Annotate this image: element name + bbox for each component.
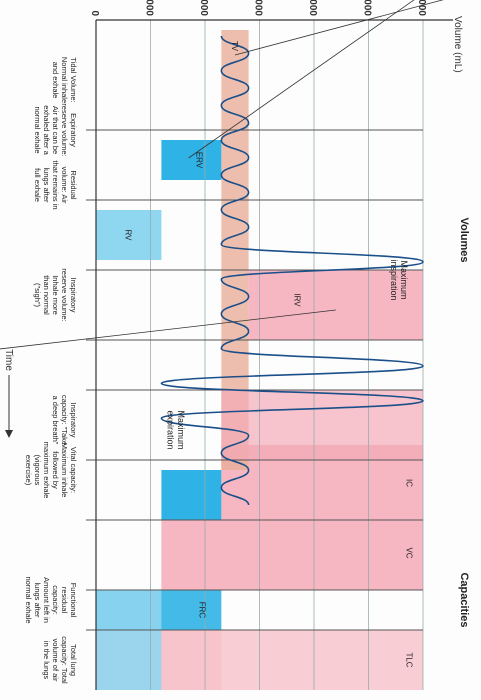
label-erv: ERV: [195, 152, 204, 169]
leader-irv: [0, 309, 336, 351]
description-tv: Tidal Volume:Normal inhaleand exhale: [51, 57, 78, 103]
label-frc: FRC: [198, 602, 207, 619]
chart-title: Volumes: [458, 217, 470, 262]
description-irv: Inspiratoryreserve volume:Inhale moretha…: [33, 268, 78, 321]
region-erv-block: [161, 140, 222, 180]
capacity-tlc-band: [161, 630, 222, 690]
y-tick-label: 3000: [253, 0, 264, 16]
y-tick-label: 2000: [198, 0, 209, 16]
annotation-max-expiration: Maximumexpiration: [165, 410, 185, 449]
label-tlc: TLC: [405, 652, 414, 667]
description-rv: Residualvolume: Airthat remains inlungs …: [33, 160, 78, 209]
region-rv-block: [95, 210, 162, 260]
region-vc-expiration-block: [161, 470, 222, 520]
leader-erv: [188, 0, 422, 159]
description-erv: Expiratoryreserve volume:Air that can be…: [33, 103, 78, 156]
label-irv: IRV: [293, 293, 302, 307]
region-irv-block: [248, 270, 423, 340]
label-vc: VC: [405, 547, 414, 558]
description-frc: Functionalresidualcapacity:Amount left i…: [24, 576, 78, 623]
capacity-rv-band: [95, 590, 162, 690]
capacity-bar-vc: [161, 520, 423, 590]
y-tick-label: 0: [89, 10, 100, 16]
leader-tv: [234, 0, 462, 56]
y-tick-label: 1000: [144, 0, 155, 16]
y-tick-label: 5000: [362, 0, 373, 16]
annotation-max-inspiration: Maximuminspiration: [389, 259, 409, 300]
spirogram-trace: [160, 35, 424, 506]
y-tick-label: 6000: [416, 0, 427, 16]
time-arrowhead: [5, 430, 13, 438]
label-rv: RV: [124, 230, 133, 242]
region-ic-block: [221, 390, 423, 460]
label-tv: TV: [230, 41, 239, 52]
description-vc: Vital capacity:Maximum inhalefollowed by…: [24, 442, 78, 499]
y-axis-label: Volume (mL): [452, 16, 463, 73]
description-ic: Inspiratorycapacity: "Takea deep breath": [51, 395, 78, 445]
region-tv-band: [221, 30, 249, 470]
y-tick-label: 4000: [307, 0, 318, 16]
capacities-header: Capacities: [458, 572, 470, 627]
capacity-bar-ic: [221, 445, 423, 520]
label-ic: IC: [405, 479, 414, 487]
x-axis-label: Time: [3, 349, 14, 371]
description-tlc: Total lungcapacity: Totalvolume of airin…: [42, 636, 78, 684]
